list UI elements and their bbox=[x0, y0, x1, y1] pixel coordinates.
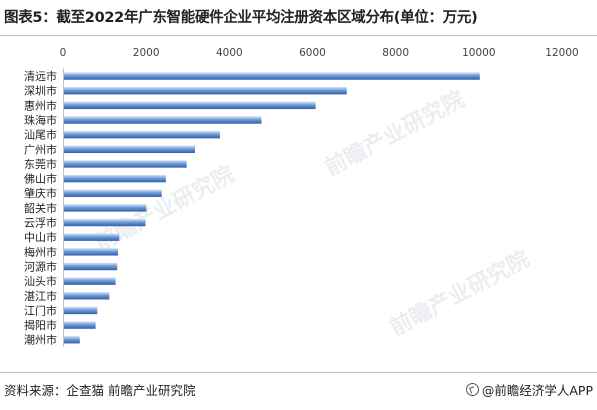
bar bbox=[64, 335, 80, 344]
watermark-text: 前瞻产业研究院 bbox=[321, 86, 469, 181]
bar bbox=[64, 174, 166, 183]
category-label: 佛山市 bbox=[24, 172, 57, 186]
brand-label: @前瞻经济学人APP bbox=[481, 383, 593, 398]
bar bbox=[64, 160, 187, 168]
category-label: 河源市 bbox=[24, 259, 57, 273]
category-label: 肇庆市 bbox=[24, 186, 57, 200]
bar bbox=[64, 218, 146, 227]
bar bbox=[64, 204, 147, 212]
category-label: 惠州市 bbox=[24, 98, 57, 112]
bar bbox=[64, 130, 220, 139]
watermark-text: 前瞻产业研究院 bbox=[386, 246, 534, 341]
x-tick-label: 10000 bbox=[462, 47, 495, 59]
brand-credit: @前瞻经济学人APP bbox=[465, 380, 593, 399]
title-divider bbox=[0, 35, 597, 36]
x-tick-label: 12000 bbox=[545, 47, 578, 59]
bar bbox=[64, 292, 110, 300]
watermarks: 前瞻产业研究院 前瞻产业研究院 前瞻产业研究院 bbox=[91, 86, 534, 341]
category-label: 潮州市 bbox=[24, 333, 57, 347]
category-labels: 清远市深圳市惠州市珠海市汕尾市广州市东莞市佛山市肇庆市韶关市云浮市中山市梅州市河… bbox=[24, 69, 57, 347]
bar bbox=[64, 101, 316, 110]
bar bbox=[64, 321, 96, 329]
x-tick-label: 2000 bbox=[133, 47, 160, 59]
bar bbox=[64, 116, 262, 124]
chart-title: 图表5：截至2022年广东智能硬件企业平均注册资本区域分布(单位：万元) bbox=[4, 10, 478, 26]
bars bbox=[64, 72, 480, 344]
bar bbox=[64, 86, 347, 95]
x-tick-label: 4000 bbox=[216, 47, 243, 59]
category-label: 汕尾市 bbox=[24, 128, 57, 142]
bar bbox=[64, 145, 195, 153]
bar bbox=[64, 306, 98, 315]
category-label: 珠海市 bbox=[24, 113, 57, 127]
category-label: 东莞市 bbox=[24, 157, 57, 171]
bar bbox=[64, 233, 120, 241]
category-label: 江门市 bbox=[24, 303, 57, 317]
category-label: 云浮市 bbox=[24, 216, 57, 230]
source-note: 资料来源：企查猫 前瞻产业研究院 bbox=[4, 383, 196, 398]
footer-divider bbox=[0, 372, 597, 373]
category-label: 韶关市 bbox=[24, 201, 57, 215]
x-tick-label: 8000 bbox=[382, 47, 409, 59]
bar bbox=[64, 277, 116, 285]
x-axis-ticks: 0 2000 4000 6000 8000 10000 12000 bbox=[60, 47, 579, 59]
x-tick-label: 6000 bbox=[299, 47, 326, 59]
category-label: 清远市 bbox=[24, 69, 57, 83]
category-label: 中山市 bbox=[24, 230, 57, 244]
brand-logo-icon bbox=[465, 383, 479, 396]
bar-chart: 前瞻产业研究院 前瞻产业研究院 前瞻产业研究院 0 2000 4000 6000 800… bbox=[24, 47, 579, 348]
bar bbox=[64, 189, 162, 197]
category-label: 深圳市 bbox=[24, 84, 57, 98]
category-label: 汕头市 bbox=[24, 274, 57, 288]
bar bbox=[64, 248, 119, 256]
category-label: 梅州市 bbox=[24, 245, 57, 259]
category-label: 揭阳市 bbox=[24, 318, 57, 332]
bar bbox=[64, 262, 118, 271]
x-tick-label: 0 bbox=[60, 47, 67, 59]
category-label: 湛江市 bbox=[24, 289, 57, 303]
category-label: 广州市 bbox=[24, 142, 57, 156]
bar bbox=[64, 72, 480, 80]
